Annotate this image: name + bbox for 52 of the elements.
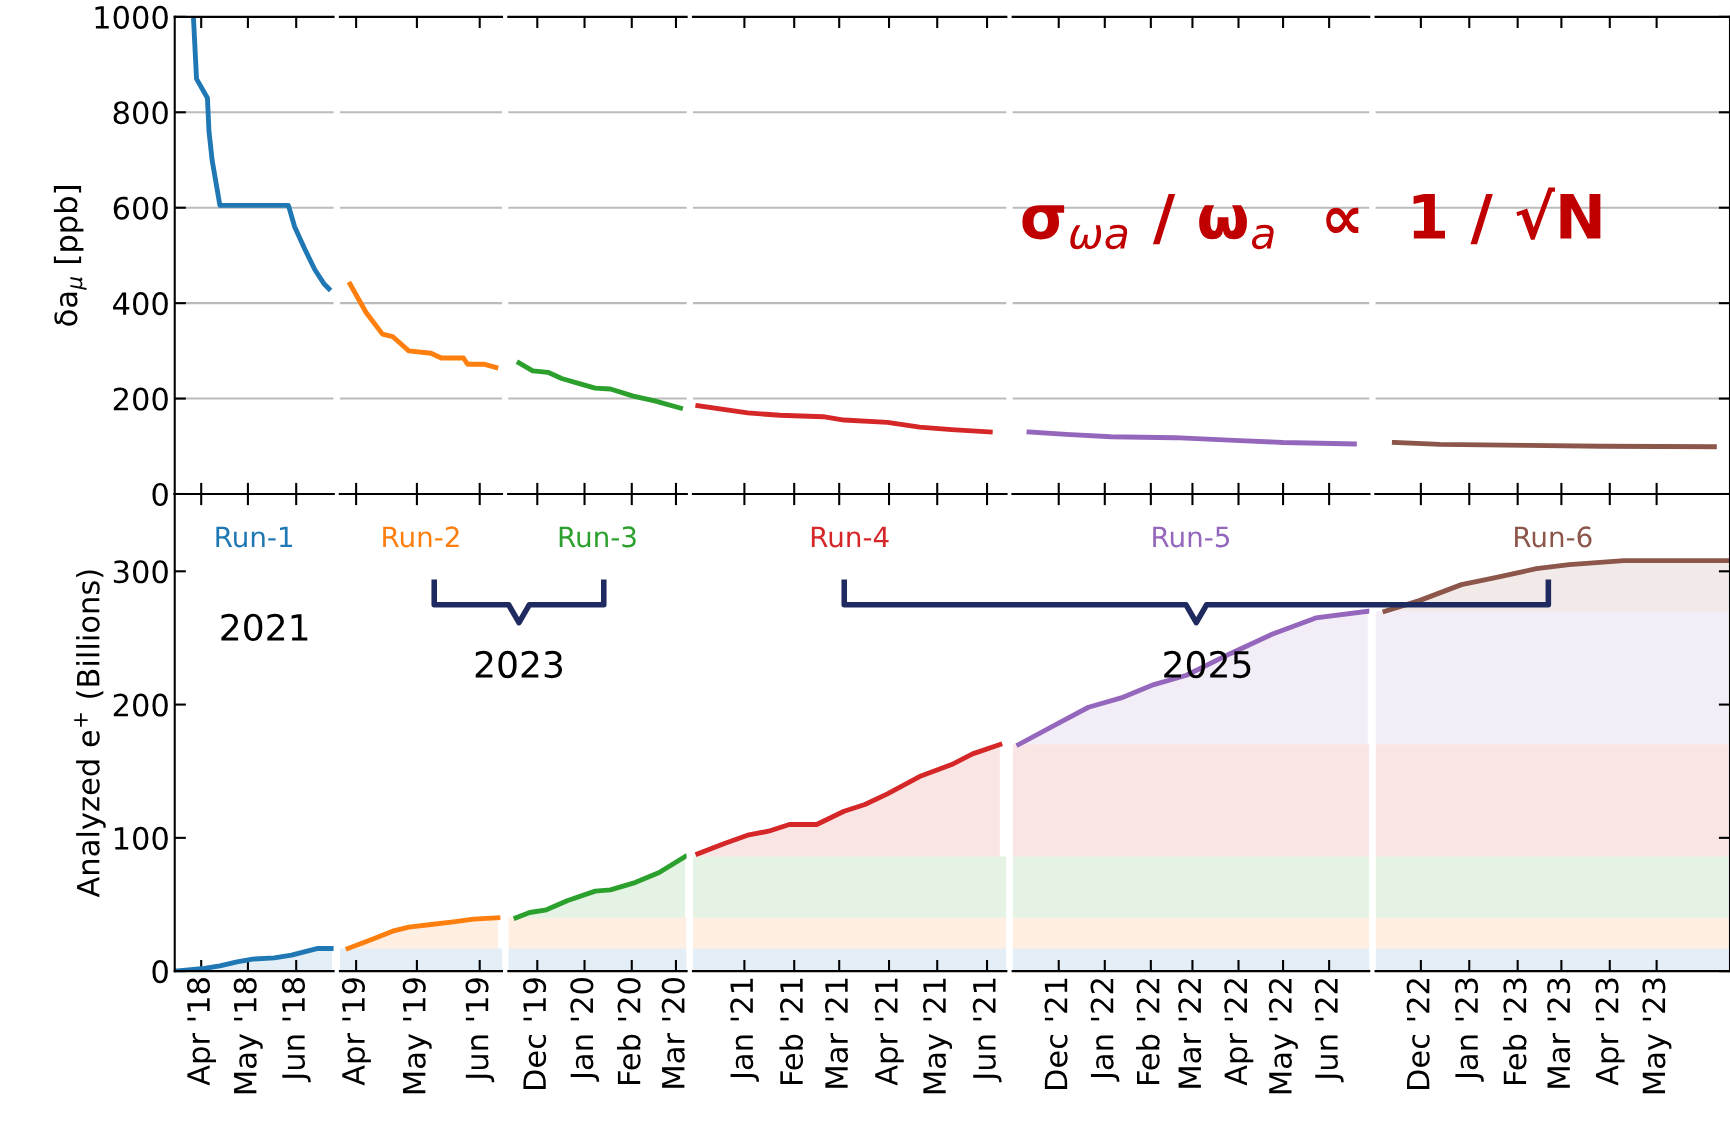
text: Run-3	[559, 526, 636, 548]
x-tick-label: Jan '20	[570, 978, 600, 1082]
x-tick-label: May '18	[233, 978, 263, 1094]
x-tick-label: May '23	[1642, 978, 1672, 1094]
x-tick-label: May '22	[1268, 979, 1298, 1094]
x-tick-label: Apr '18	[186, 978, 216, 1086]
x-tick-label: Dec '19	[523, 978, 547, 1090]
y-tick-label: 300	[113, 560, 168, 584]
x-tick-label: Jan '21	[730, 978, 759, 1082]
text: Run-5	[1153, 526, 1230, 548]
x-tick-label: Feb '21	[779, 978, 804, 1085]
x-tick-label: Jan '22	[1090, 979, 1120, 1082]
y-tick-label: 100	[114, 826, 168, 850]
x-tick-label: Feb '23	[1502, 978, 1527, 1085]
y-tick-label: 0	[152, 960, 168, 984]
x-tick-label: Apr '23	[1595, 978, 1625, 1086]
y-tick-label: 400	[113, 292, 168, 316]
annotation: 2021	[221, 613, 308, 642]
y-axis-title: δa$_{μ}$ [ppb]	[53, 186, 87, 326]
text: Run-1	[216, 526, 293, 548]
y-tick-label: 200	[113, 387, 168, 411]
annotation: 2025	[1164, 650, 1251, 679]
y-tick-label: 600	[113, 196, 168, 220]
text: Run-4	[811, 526, 889, 548]
x-tick-label: Feb '20	[616, 978, 641, 1085]
x-tick-label: Mar '21	[824, 978, 849, 1088]
x-tick-label: Jun '22	[1314, 979, 1344, 1083]
y-tick-label: 0	[152, 482, 168, 507]
x-tick-label: Mar '22	[1178, 979, 1202, 1088]
series-label: Run-6	[1515, 526, 1592, 548]
x-tick-label: May '21	[922, 978, 953, 1094]
x-tick-label: Apr '21	[874, 978, 904, 1086]
x-tick-label: Feb '22	[1136, 979, 1160, 1085]
y-tick-label: 200	[113, 693, 168, 717]
x-tick-label: May '19	[402, 978, 432, 1094]
y-tick-label: 800	[113, 101, 168, 125]
x-tick-label: Jun '18	[281, 978, 311, 1083]
x-tick-label: Jan '23	[1455, 978, 1484, 1082]
x-tick-label: Dec '22	[1406, 979, 1430, 1090]
x-tick-label: Dec '21	[1044, 978, 1068, 1090]
line-series	[190, 16, 332, 292]
x-tick-label: Mar '20	[661, 978, 685, 1088]
x-tick-label: Jun '19	[465, 978, 495, 1083]
text: Run-2	[383, 526, 459, 548]
x-tick-label: Mar '23	[1547, 978, 1571, 1088]
x-tick-label: Apr '19	[341, 978, 371, 1086]
x-tick-label: Jun '21	[972, 978, 1002, 1083]
y-axis-title: Analyzed e$^{+}$ (Billions)	[74, 570, 106, 898]
text: σ$_{ωa}$ / ω$_{a}$ ∝ 1 / √N	[1022, 187, 1601, 250]
y-tick-label: 1000	[95, 5, 168, 29]
x-tick-label: Apr '22	[1224, 979, 1254, 1086]
annotation: 2023	[475, 650, 563, 679]
